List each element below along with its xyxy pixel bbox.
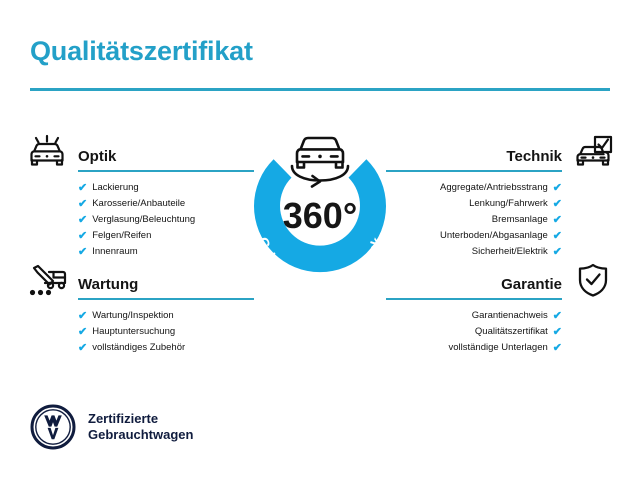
title-divider bbox=[30, 88, 610, 91]
list-item: Qualitätszertifikat ✔ bbox=[386, 324, 616, 340]
list-item-label: Garantienachweis bbox=[471, 310, 548, 321]
footer-brand-text: Zertifizierte Gebrauchtwagen bbox=[88, 411, 193, 443]
list-item-label: Wartung/Inspektion bbox=[92, 310, 174, 321]
check-icon: ✔ bbox=[552, 197, 562, 210]
list-item-label: Karosserie/Anbauteile bbox=[92, 198, 186, 209]
check-icon: ✔ bbox=[78, 181, 88, 194]
section-garantie: Garantie Garantienachweis ✔ Qualitätszert… bbox=[386, 258, 616, 356]
check-icon: ✔ bbox=[552, 245, 562, 258]
list-item: ✔ vollständiges Zubehör bbox=[24, 340, 254, 356]
list-item: Sicherheit/Elektrik ✔ bbox=[386, 244, 616, 260]
list-item: ✔ Innenraum bbox=[24, 244, 254, 260]
list-item: ✔ Wartung/Inspektion bbox=[24, 308, 254, 324]
list-item: Unterboden/Abgasanlage ✔ bbox=[386, 228, 616, 244]
list-item: ✔ Lackierung bbox=[24, 180, 254, 196]
section-wartung: Wartung ✔ Wartung/Inspektion ✔ Hauptunters… bbox=[24, 258, 254, 356]
list-item-label: Lackierung bbox=[92, 182, 139, 193]
list-item-label: Hauptuntersuchung bbox=[92, 326, 176, 337]
checklist-garantie: Garantienachweis ✔ Qualitätszertifikat ✔ v… bbox=[386, 308, 616, 356]
section-title: Optik bbox=[78, 147, 117, 165]
list-item: ✔ Verglasung/Beleuchtung bbox=[24, 212, 254, 228]
section-title: Garantie bbox=[501, 275, 562, 293]
section-title: Wartung bbox=[78, 275, 139, 293]
section-title-wrap: Optik bbox=[70, 147, 254, 172]
car-wrench-icon bbox=[24, 260, 70, 300]
check-icon: ✔ bbox=[78, 229, 88, 242]
badge-360-gebrauchtwagen-check: 360° Gebrauchtwagen-Check bbox=[230, 118, 410, 298]
section-title-wrap: Wartung bbox=[70, 275, 254, 300]
footer-brand: Zertifizierte Gebrauchtwagen bbox=[30, 404, 193, 450]
check-icon: ✔ bbox=[78, 325, 88, 338]
section-header: Technik bbox=[386, 130, 616, 172]
check-icon: ✔ bbox=[78, 213, 88, 226]
shield-check-icon bbox=[570, 260, 616, 300]
list-item-label: Lenkung/Fahrwerk bbox=[469, 198, 548, 209]
check-icon: ✔ bbox=[78, 197, 88, 210]
section-optik: Optik ✔ Lackierung ✔ Karosserie/Anbauteile… bbox=[24, 130, 254, 260]
list-item-label: Bremsanlage bbox=[491, 214, 548, 225]
section-divider bbox=[386, 298, 562, 300]
list-item-label: Aggregate/Antriebsstrang bbox=[440, 182, 548, 193]
check-icon: ✔ bbox=[552, 181, 562, 194]
list-item-label: Innenraum bbox=[92, 246, 138, 257]
volkswagen-logo bbox=[30, 404, 76, 450]
section-divider bbox=[78, 298, 254, 300]
list-item-label: Felgen/Reifen bbox=[92, 230, 152, 241]
section-title-wrap: Garantie bbox=[386, 275, 570, 300]
section-header: Wartung bbox=[24, 258, 254, 300]
footer-brand-line1: Zertifizierte bbox=[88, 411, 159, 426]
badge-center-label: 360° bbox=[283, 195, 357, 236]
car-rotation-360-icon bbox=[290, 136, 350, 188]
checklist-wartung: ✔ Wartung/Inspektion ✔ Hauptuntersuchung ✔… bbox=[24, 308, 254, 356]
list-item: Garantienachweis ✔ bbox=[386, 308, 616, 324]
list-item: Bremsanlage ✔ bbox=[386, 212, 616, 228]
list-item: ✔ Felgen/Reifen bbox=[24, 228, 254, 244]
list-item: ✔ Hauptuntersuchung bbox=[24, 324, 254, 340]
check-icon: ✔ bbox=[552, 341, 562, 354]
page-title: Qualitätszertifikat bbox=[30, 36, 253, 66]
section-title-wrap: Technik bbox=[386, 147, 570, 172]
section-divider bbox=[386, 170, 562, 172]
check-icon: ✔ bbox=[552, 309, 562, 322]
check-icon: ✔ bbox=[78, 245, 88, 258]
list-item-label: Qualitätszertifikat bbox=[474, 326, 548, 337]
list-item: Lenkung/Fahrwerk ✔ bbox=[386, 196, 616, 212]
check-icon: ✔ bbox=[552, 229, 562, 242]
section-title: Technik bbox=[506, 147, 562, 165]
list-item-label: vollständiges Zubehör bbox=[92, 342, 186, 353]
list-item-label: vollständige Unterlagen bbox=[448, 342, 548, 353]
section-divider bbox=[78, 170, 254, 172]
list-item: Aggregate/Antriebsstrang ✔ bbox=[386, 180, 616, 196]
checklist-technik: Aggregate/Antriebsstrang ✔ Lenkung/Fahrwe… bbox=[386, 180, 616, 260]
check-icon: ✔ bbox=[552, 213, 562, 226]
section-header: Optik bbox=[24, 130, 254, 172]
badge-ring bbox=[254, 159, 386, 273]
car-checkbox-icon bbox=[570, 132, 616, 172]
list-item: vollständige Unterlagen ✔ bbox=[386, 340, 616, 356]
list-item-label: Sicherheit/Elektrik bbox=[471, 246, 548, 257]
section-header: Garantie bbox=[386, 258, 616, 300]
check-icon: ✔ bbox=[552, 325, 562, 338]
list-item: ✔ Karosserie/Anbauteile bbox=[24, 196, 254, 212]
check-icon: ✔ bbox=[78, 309, 88, 322]
list-item-label: Unterboden/Abgasanlage bbox=[440, 230, 548, 241]
check-icon: ✔ bbox=[78, 341, 88, 354]
footer-brand-line2: Gebrauchtwagen bbox=[88, 427, 194, 442]
list-item-label: Verglasung/Beleuchtung bbox=[92, 214, 196, 225]
car-shine-icon bbox=[24, 132, 70, 172]
section-technik: Technik Aggregate/Antriebs bbox=[386, 130, 616, 260]
checklist-optik: ✔ Lackierung ✔ Karosserie/Anbauteile ✔ Verg… bbox=[24, 180, 254, 260]
